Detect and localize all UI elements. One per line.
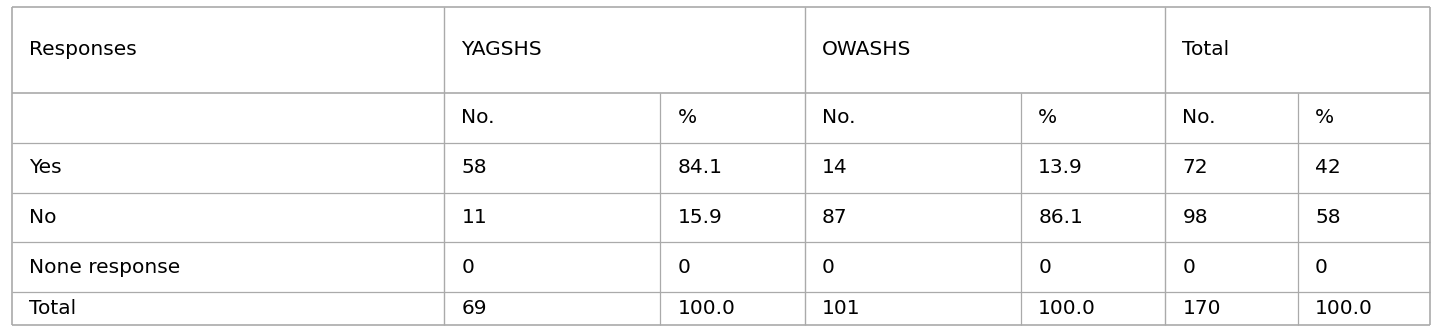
Text: 100.0: 100.0 <box>678 299 735 318</box>
Text: OWASHS: OWASHS <box>822 40 911 59</box>
Text: 13.9: 13.9 <box>1038 158 1083 177</box>
Text: 0: 0 <box>1182 258 1195 277</box>
Text: 0: 0 <box>1315 258 1328 277</box>
Text: 42: 42 <box>1315 158 1341 177</box>
Text: 69: 69 <box>461 299 487 318</box>
Text: 98: 98 <box>1182 208 1208 227</box>
Text: %: % <box>1315 108 1334 127</box>
Text: 84.1: 84.1 <box>678 158 722 177</box>
Text: 0: 0 <box>461 258 474 277</box>
Text: 58: 58 <box>461 158 487 177</box>
Text: 0: 0 <box>1038 258 1051 277</box>
Text: 87: 87 <box>822 208 848 227</box>
Text: 0: 0 <box>822 258 835 277</box>
Text: 58: 58 <box>1315 208 1341 227</box>
Text: 101: 101 <box>822 299 861 318</box>
Text: 72: 72 <box>1182 158 1208 177</box>
Text: 86.1: 86.1 <box>1038 208 1083 227</box>
Text: 15.9: 15.9 <box>678 208 722 227</box>
Text: Yes: Yes <box>29 158 62 177</box>
Text: 0: 0 <box>678 258 691 277</box>
Text: Total: Total <box>1182 40 1230 59</box>
Text: 170: 170 <box>1182 299 1221 318</box>
Text: 14: 14 <box>822 158 848 177</box>
Text: None response: None response <box>29 258 180 277</box>
Text: Responses: Responses <box>29 40 137 59</box>
Text: No.: No. <box>822 108 855 127</box>
Text: 100.0: 100.0 <box>1315 299 1373 318</box>
Text: 100.0: 100.0 <box>1038 299 1096 318</box>
Text: %: % <box>678 108 696 127</box>
Text: No.: No. <box>1182 108 1216 127</box>
Text: YAGSHS: YAGSHS <box>461 40 542 59</box>
Text: No: No <box>29 208 56 227</box>
Text: %: % <box>1038 108 1057 127</box>
Text: 11: 11 <box>461 208 487 227</box>
Text: No.: No. <box>461 108 495 127</box>
Text: Total: Total <box>29 299 76 318</box>
